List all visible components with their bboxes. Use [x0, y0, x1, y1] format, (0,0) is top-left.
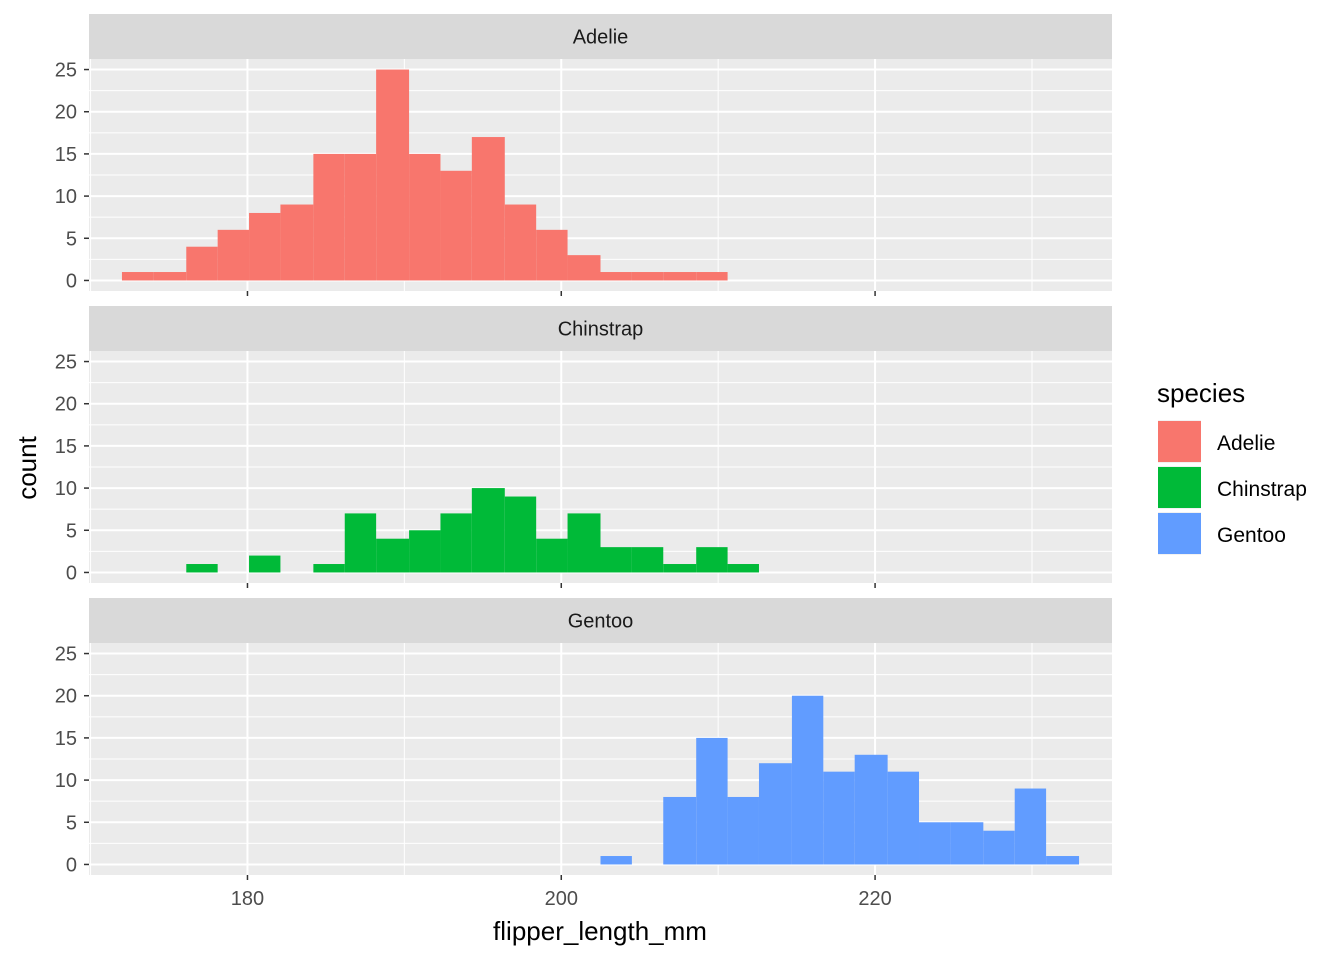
histogram-bar [791, 695, 824, 865]
x-axis-title: flipper_length_mm [493, 916, 707, 946]
histogram-bar [121, 272, 154, 281]
histogram-bar [1014, 788, 1047, 865]
histogram-bar [887, 771, 920, 865]
histogram-bar [504, 204, 537, 281]
histogram-bar [758, 763, 792, 865]
legend-label: Adelie [1217, 432, 1275, 455]
histogram-bar [536, 538, 568, 573]
histogram-bar [1046, 856, 1080, 865]
y-tick-label: 15 [55, 728, 77, 750]
histogram-bar [663, 272, 697, 281]
histogram-bar [983, 830, 1015, 865]
facet-strip-label: Adelie [573, 27, 629, 49]
histogram-bar [823, 771, 855, 865]
histogram-bar [696, 272, 728, 281]
histogram-bar [153, 272, 187, 281]
y-tick-label: 0 [66, 270, 77, 292]
x-tick-label: 200 [545, 888, 578, 910]
facet-strip [89, 598, 1112, 643]
histogram-bar [471, 488, 505, 573]
y-tick-label: 5 [66, 228, 77, 250]
histogram-bar [727, 796, 759, 865]
histogram-bar [344, 153, 377, 281]
legend-swatch-adelie [1158, 421, 1201, 462]
facet-panels: Adelie0510152025Chinstrap0510152025Gento… [55, 14, 1112, 910]
histogram-bar [696, 547, 728, 573]
histogram-bar [663, 564, 697, 573]
histogram-bar [376, 538, 410, 573]
histogram-bar [504, 496, 537, 573]
histogram-bar [631, 272, 664, 281]
histogram-bar [440, 170, 472, 281]
y-tick-label: 25 [55, 644, 77, 666]
histogram-bar [217, 229, 250, 281]
y-tick-label: 15 [55, 144, 77, 166]
legend-title: species [1157, 378, 1245, 408]
histogram-bar [280, 204, 314, 281]
histogram-bar [567, 255, 601, 281]
y-tick-label: 10 [55, 478, 77, 500]
x-tick-label: 180 [231, 888, 264, 910]
histogram-bar [600, 272, 632, 281]
facet-gentoo: Gentoo 0 5 10 15 20 25 180 200 220 [55, 598, 1112, 910]
histogram-bar [919, 822, 951, 865]
y-tick-label: 25 [55, 352, 77, 374]
y-axis-title: count [12, 435, 42, 499]
histogram-bar [344, 513, 377, 573]
histogram-bar [600, 856, 632, 865]
facet-strip-label: Chinstrap [558, 319, 644, 341]
histogram-bar [631, 547, 664, 573]
histogram-bar [186, 246, 218, 281]
histogram-bar [663, 796, 697, 865]
y-tick-label: 5 [66, 812, 77, 834]
histogram-bar [376, 69, 410, 281]
y-tick-label: 25 [55, 60, 77, 82]
histogram-bar [249, 555, 281, 573]
facet-chinstrap: Chinstrap 0 5 10 15 20 25 [55, 306, 1112, 588]
facet-strip [89, 14, 1112, 59]
legend-swatch-chinstrap [1158, 467, 1201, 508]
legend-label: Gentoo [1217, 524, 1286, 547]
y-tick-label: 10 [55, 770, 77, 792]
histogram-bar [440, 513, 472, 573]
y-tick-label: 15 [55, 436, 77, 458]
y-tick-label: 0 [66, 562, 77, 584]
legend: species Adelie Chinstrap Gentoo [1157, 378, 1307, 555]
facet-strip-label: Gentoo [568, 611, 634, 633]
y-tick-label: 20 [55, 394, 77, 416]
facet-adelie: Adelie 0 5 10 15 20 25 [55, 14, 1112, 296]
histogram-bar [471, 137, 505, 281]
histogram-bar [854, 754, 888, 865]
y-tick-label: 0 [66, 854, 77, 876]
histogram-bar [409, 530, 441, 573]
histogram-bar [950, 822, 984, 865]
histogram-bar [536, 229, 568, 281]
y-tick-label: 20 [55, 102, 77, 124]
legend-swatch-gentoo [1158, 513, 1201, 554]
y-tick-label: 10 [55, 186, 77, 208]
histogram-bar [567, 513, 601, 573]
histogram-bar [249, 212, 281, 281]
histogram-bar [186, 564, 218, 573]
histogram-bar [727, 564, 759, 573]
x-tick-label: 220 [858, 888, 891, 910]
histogram-bar [313, 564, 345, 573]
facet-strip [89, 306, 1112, 351]
histogram-bar [313, 153, 345, 281]
histogram-bar [696, 737, 728, 865]
histogram-bar [600, 547, 632, 573]
histogram-bar [409, 153, 441, 281]
y-tick-label: 20 [55, 686, 77, 708]
legend-label: Chinstrap [1217, 478, 1307, 501]
y-tick-label: 5 [66, 520, 77, 542]
